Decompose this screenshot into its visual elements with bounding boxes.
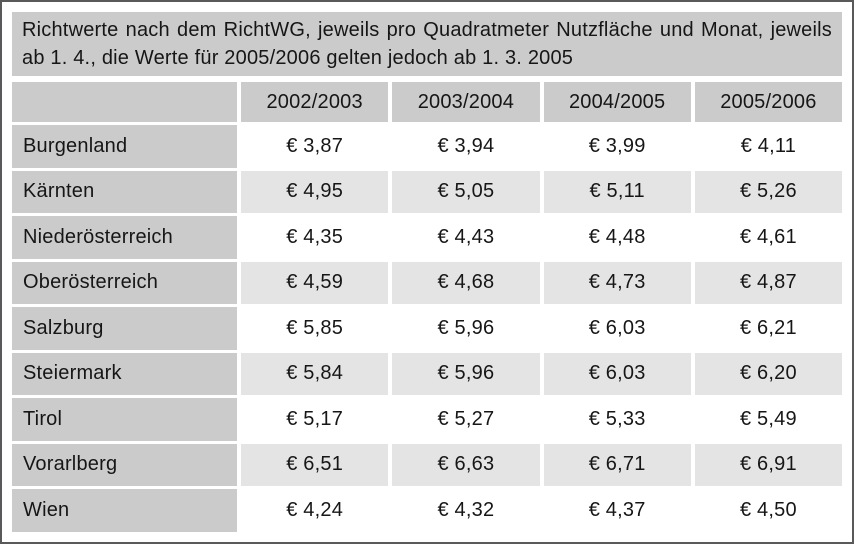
value-cell: € 4,73 (543, 261, 691, 304)
row-label-steiermark: Steiermark (12, 352, 237, 395)
value-cell: € 6,20 (694, 352, 842, 395)
row-label-tirol: Tirol (12, 398, 237, 441)
value-cell: € 5,96 (392, 307, 540, 350)
column-header-2003-2004: 2003/2004 (392, 82, 540, 122)
value-cell: € 5,96 (392, 352, 540, 395)
value-cell: € 3,87 (241, 125, 389, 168)
value-cell: € 5,05 (392, 170, 540, 213)
value-cell: € 4,48 (543, 216, 691, 259)
value-cell: € 4,95 (241, 170, 389, 213)
richtwerte-table: 2002/2003 2003/2004 2004/2005 2005/2006 … (12, 82, 842, 532)
value-cell: € 6,51 (241, 443, 389, 486)
table-caption: Richtwerte nach dem RichtWG, jeweils pro… (12, 12, 842, 76)
row-label-niederoesterreich: Niederösterreich (12, 216, 237, 259)
value-cell: € 6,03 (543, 307, 691, 350)
column-header-2004-2005: 2004/2005 (543, 82, 691, 122)
value-cell: € 4,61 (694, 216, 842, 259)
value-cell: € 4,68 (392, 261, 540, 304)
value-cell: € 3,99 (543, 125, 691, 168)
value-cell: € 6,63 (392, 443, 540, 486)
row-label-wien: Wien (12, 489, 237, 532)
value-cell: € 5,11 (543, 170, 691, 213)
row-label-burgenland: Burgenland (12, 125, 237, 168)
row-label-oberoesterreich: Oberösterreich (12, 261, 237, 304)
value-cell: € 4,87 (694, 261, 842, 304)
value-cell: € 5,17 (241, 398, 389, 441)
value-cell: € 5,85 (241, 307, 389, 350)
value-cell: € 6,91 (694, 443, 842, 486)
value-cell: € 3,94 (392, 125, 540, 168)
value-cell: € 5,84 (241, 352, 389, 395)
value-cell: € 5,26 (694, 170, 842, 213)
column-header-2002-2003: 2002/2003 (241, 82, 389, 122)
value-cell: € 4,24 (241, 489, 389, 532)
value-cell: € 4,11 (694, 125, 842, 168)
value-cell: € 6,03 (543, 352, 691, 395)
value-cell: € 4,32 (392, 489, 540, 532)
corner-cell (12, 82, 237, 122)
row-label-vorarlberg: Vorarlberg (12, 443, 237, 486)
value-cell: € 4,59 (241, 261, 389, 304)
value-cell: € 4,50 (694, 489, 842, 532)
value-cell: € 5,27 (392, 398, 540, 441)
value-cell: € 6,71 (543, 443, 691, 486)
value-cell: € 4,35 (241, 216, 389, 259)
row-label-kaernten: Kärnten (12, 170, 237, 213)
value-cell: € 6,21 (694, 307, 842, 350)
value-cell: € 5,33 (543, 398, 691, 441)
row-label-salzburg: Salzburg (12, 307, 237, 350)
value-cell: € 5,49 (694, 398, 842, 441)
value-cell: € 4,37 (543, 489, 691, 532)
column-header-2005-2006: 2005/2006 (694, 82, 842, 122)
value-cell: € 4,43 (392, 216, 540, 259)
